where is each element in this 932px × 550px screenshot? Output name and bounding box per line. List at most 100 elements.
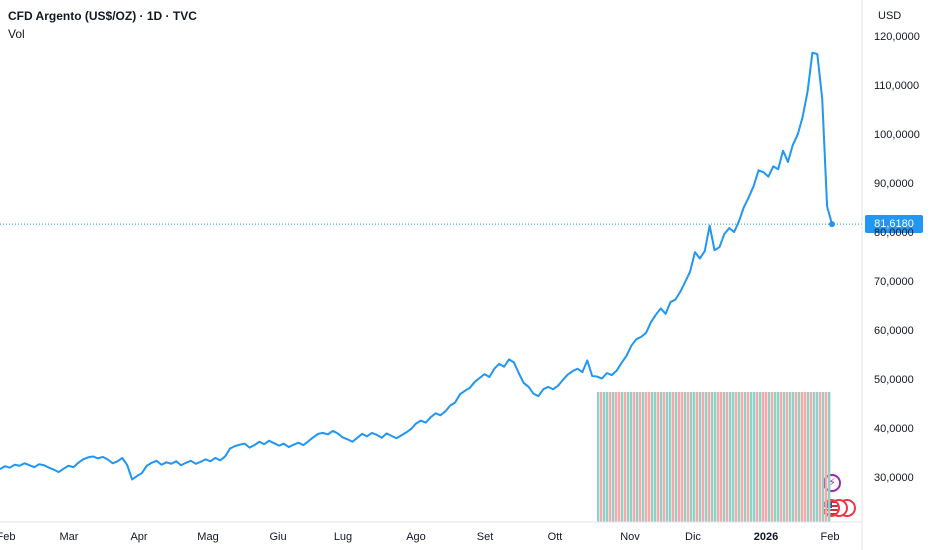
volume-bar [684, 392, 687, 522]
volume-bar [804, 392, 807, 522]
volume-bar [825, 392, 828, 522]
volume-bar [705, 392, 708, 522]
time-tick-label: Mar [60, 531, 79, 543]
price-tick-label: 40,0000 [874, 423, 914, 435]
volume-bar [762, 392, 765, 522]
volume-indicator-label[interactable]: Vol [8, 27, 25, 41]
volume-bar [777, 392, 780, 522]
currency-selector[interactable]: USD [878, 10, 902, 22]
volume-bar [753, 392, 756, 522]
volume-bar [654, 392, 657, 522]
time-tick-label: Ago [406, 531, 426, 543]
volume-bar [717, 392, 720, 522]
volume-bar [780, 392, 783, 522]
time-tick-label: Giu [269, 531, 286, 543]
volume-bar [642, 392, 645, 522]
volume-bar [681, 392, 684, 522]
volume-bar [792, 392, 795, 522]
volume-bar [801, 392, 804, 522]
volume-bar [621, 392, 624, 522]
volume-bar [768, 392, 771, 522]
time-axis[interactable]: Feb Mar Apr Mag Giu Lug Ago Set Ott Nov Dic 2026 Feb [0, 531, 839, 543]
volume-bar [735, 392, 738, 522]
volume-bar [720, 392, 723, 522]
volume-bar [726, 392, 729, 522]
volume-bar [600, 392, 603, 522]
volume-bar [789, 392, 792, 522]
time-tick-label: Apr [130, 531, 147, 543]
time-tick-label: Dic [685, 531, 701, 543]
volume-bar [639, 392, 642, 522]
volume-bar [636, 392, 639, 522]
volume-bar [798, 392, 801, 522]
time-tick-label: Lug [334, 531, 352, 543]
volume-bar [765, 392, 768, 522]
volume-bar [672, 392, 675, 522]
price-tick-label: 80,0000 [874, 227, 914, 239]
volume-bar [675, 392, 678, 522]
volume-bar [756, 392, 759, 522]
volume-bar [690, 392, 693, 522]
volume-bar [771, 392, 774, 522]
volume-bar [657, 392, 660, 522]
price-axis[interactable]: 30,0000 40,0000 50,0000 60,0000 70,0000 80,00… [874, 31, 920, 484]
volume-bar [744, 392, 747, 522]
volume-bar [678, 392, 681, 522]
volume-bar [813, 392, 816, 522]
volume-bar [648, 392, 651, 522]
volume-bar [612, 392, 615, 522]
price-tick-label: 60,0000 [874, 325, 914, 337]
time-tick-label: Set [477, 531, 494, 543]
price-tick-label: 30,0000 [874, 472, 914, 484]
volume-bar [615, 392, 618, 522]
price-tick-label: 50,0000 [874, 374, 914, 386]
price-tick-label: 120,0000 [874, 31, 920, 43]
volume-bar [795, 392, 798, 522]
volume-bar [687, 392, 690, 522]
volume-bar [747, 392, 750, 522]
volume-bar [603, 392, 606, 522]
volume-bar [759, 392, 762, 522]
price-tick-label: 70,0000 [874, 276, 914, 288]
volume-bar [783, 392, 786, 522]
volume-bar [627, 392, 630, 522]
volume-bar [714, 392, 717, 522]
volume-bar [708, 392, 711, 522]
price-tick-label: 100,0000 [874, 129, 920, 141]
chart-legend: CFD Argento (US$/OZ) · 1D · TVC Vol [8, 8, 197, 42]
volume-bar [645, 392, 648, 522]
volume-bar [651, 392, 654, 522]
price-tick-label: 90,0000 [874, 178, 914, 190]
volume-bar [729, 392, 732, 522]
last-price-dot [829, 221, 835, 228]
time-tick-label: Ott [548, 531, 563, 543]
time-tick-label: Nov [620, 531, 640, 543]
volume-bar [633, 392, 636, 522]
volume-bar [816, 392, 819, 522]
volume-bar [750, 392, 753, 522]
volume-bar [669, 392, 672, 522]
volume-bar [810, 392, 813, 522]
symbol-title[interactable]: CFD Argento (US$/OZ) · 1D · TVC [8, 9, 197, 23]
volume-bar [741, 392, 744, 522]
volume-bar [723, 392, 726, 522]
volume-bar [702, 392, 705, 522]
volume-bar [774, 392, 777, 522]
time-tick-label: Mag [197, 531, 218, 543]
time-tick-label: Feb [821, 531, 840, 543]
volume-bar [618, 392, 621, 522]
volume-bar [807, 392, 810, 522]
volume-bar [828, 392, 831, 522]
volume-bar [597, 392, 600, 522]
volume-bar [693, 392, 696, 522]
price-tick-label: 110,0000 [874, 80, 919, 92]
volume-bar [699, 392, 702, 522]
volume-bar [696, 392, 699, 522]
volume-bar [609, 392, 612, 522]
time-tick-label: Feb [0, 531, 15, 543]
volume-bar [819, 392, 822, 522]
volume-bar [624, 392, 627, 522]
volume-bar [606, 392, 609, 522]
volume-bar [786, 392, 789, 522]
